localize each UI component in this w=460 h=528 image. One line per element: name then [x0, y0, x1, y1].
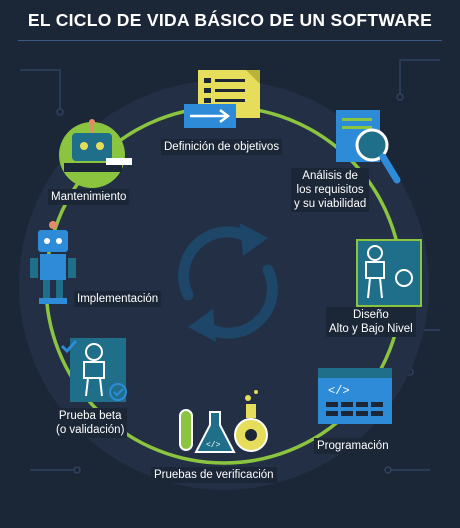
svg-text:</>: </> — [206, 441, 221, 450]
robot-icon — [30, 221, 76, 304]
refresh-cycle-icon — [178, 226, 278, 339]
refresh-arrowhead-bottom — [188, 309, 216, 342]
step-label-diseno-line1: Diseño — [352, 309, 389, 321]
step-label-prueba-beta-line2: (o validación) — [56, 424, 125, 436]
mechanic-robot-icon — [59, 119, 132, 188]
step-label-pruebas-verificacion: Pruebas de verificación — [151, 467, 277, 483]
step-label-diseno: Diseño Alto y Bajo Nivel — [326, 307, 416, 337]
step-label-prueba-beta-line1: Prueba beta — [58, 410, 122, 422]
step-label-mantenimiento: Mantenimiento — [48, 189, 130, 205]
step-label-diseno-line2: Alto y Bajo Nivel — [329, 323, 413, 335]
refresh-arrowhead-top — [240, 223, 268, 256]
step-label-analisis: Análisis de los requisitos y su viabilid… — [291, 168, 370, 212]
step-label-implementacion: Implementación — [74, 291, 162, 307]
document-icon — [184, 70, 260, 128]
robot-check-icon — [60, 338, 127, 402]
code-window-icon: </> — [318, 368, 392, 424]
svg-text:</>: </> — [328, 384, 350, 398]
step-label-analisis-line2: los requisitos — [296, 184, 364, 196]
step-label-analisis-line3: y su viabilidad — [294, 198, 367, 210]
step-label-objetivos: Definición de objetivos — [161, 139, 283, 155]
robot-blueprint-icon — [356, 239, 422, 307]
title-divider — [18, 40, 442, 41]
magnifier-icon — [336, 110, 401, 184]
step-label-prueba-beta: Prueba beta (o validación) — [53, 408, 128, 438]
step-label-analisis-line1: Análisis de — [302, 170, 358, 182]
step-label-programacion: Programación — [314, 438, 392, 454]
page-title: EL CICLO DE VIDA BÁSICO DE UN SOFTWARE — [27, 10, 433, 30]
flasks-icon: </> — [179, 390, 268, 453]
